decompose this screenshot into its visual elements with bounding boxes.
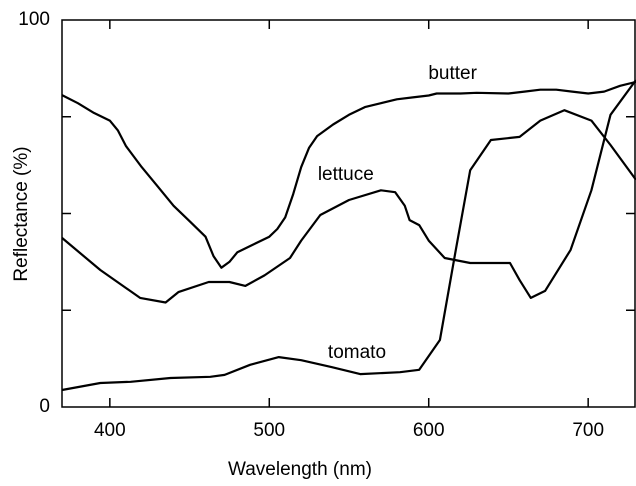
series-line — [61, 80, 636, 269]
y-tick-label: 0 — [39, 396, 50, 417]
series-line — [61, 79, 636, 304]
x-tick-label: 600 — [413, 420, 445, 441]
series-annotation: butter — [428, 63, 477, 84]
x-tick-label: 500 — [253, 420, 285, 441]
x-tick-label: 400 — [94, 420, 126, 441]
x-tick-label: 700 — [572, 420, 604, 441]
y-tick-label: 100 — [18, 9, 50, 30]
x-axis-label: Wavelength (nm) — [228, 459, 372, 480]
series-annotation: lettuce — [318, 164, 374, 185]
series-annotation: tomato — [328, 342, 386, 363]
y-axis-label: Reflectance (%) — [11, 146, 32, 281]
series-line — [61, 109, 636, 392]
